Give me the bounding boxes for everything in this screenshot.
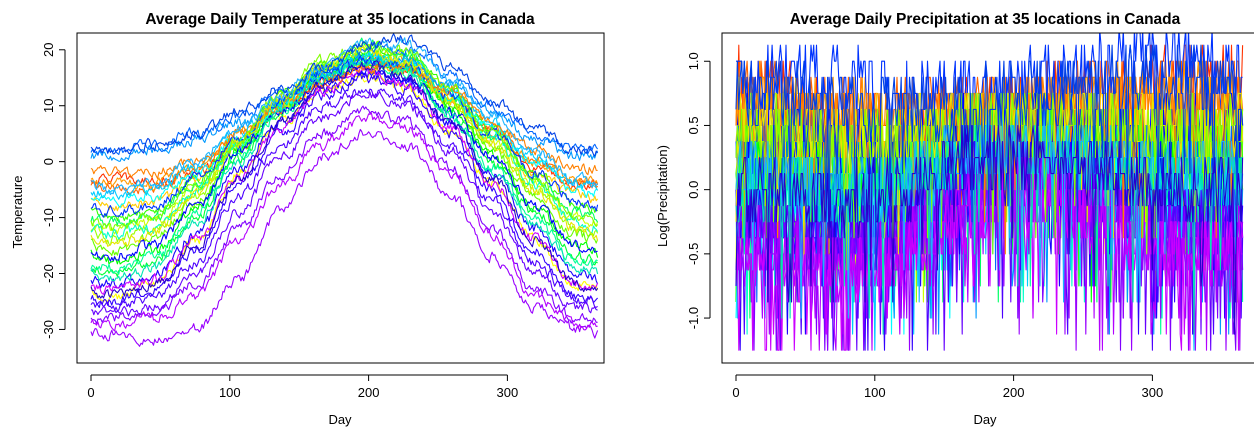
y-tick-label: -1.0 <box>686 307 701 329</box>
y-tick-label: 1.0 <box>686 52 701 70</box>
temperature-plot-frame <box>76 32 605 364</box>
x-tick-label: 300 <box>497 385 519 400</box>
series-line-32 <box>90 57 599 282</box>
x-tick-label: 100 <box>864 385 886 400</box>
precipitation-panel: Average Daily Precipitation at 35 locati… <box>655 11 1254 427</box>
temperature-y-axis-label: Temperature <box>10 176 25 249</box>
y-tick-label: 0.0 <box>686 181 701 199</box>
series-line-34 <box>90 33 599 157</box>
series-line-31 <box>90 40 599 232</box>
series-line-33 <box>90 37 599 196</box>
series-line-19 <box>90 55 599 218</box>
series-line-35 <box>735 108 1244 335</box>
x-tick-label: 300 <box>1142 385 1164 400</box>
temperature-panel: Average Daily Temperature at 35 location… <box>10 11 605 427</box>
series-line-34 <box>735 44 1244 271</box>
y-tick-label: 0.5 <box>686 116 701 134</box>
series-line-27 <box>90 112 598 332</box>
precipitation-plot-frame <box>721 32 1254 364</box>
x-tick-label: 0 <box>87 385 94 400</box>
series-line-21 <box>90 70 599 289</box>
y-tick-label: -30 <box>41 320 56 339</box>
x-tick-label: 200 <box>358 385 380 400</box>
temperature-series-group <box>90 33 599 347</box>
y-tick-label: -10 <box>41 208 56 227</box>
x-tick-label: 100 <box>219 385 241 400</box>
series-line-26 <box>90 128 599 347</box>
temperature-chart-title: Average Daily Temperature at 35 location… <box>145 11 535 28</box>
temperature-axes: 0 100 200 300 -30 -20 -10 0 10 20 <box>41 43 518 400</box>
series-line-4 <box>90 61 599 212</box>
x-tick-label: 0 <box>732 385 739 400</box>
y-tick-label: 10 <box>41 98 56 112</box>
precipitation-y-axis-label: Log(Precipitation) <box>655 145 670 247</box>
x-tick-label: 200 <box>1003 385 1025 400</box>
precipitation-axes: 0 100 200 300 -1.0 -0.5 0.0 0.5 1.0 <box>686 32 1254 400</box>
series-line-13 <box>90 56 598 275</box>
series-line-30 <box>90 42 599 247</box>
series-line-16 <box>90 49 599 200</box>
temperature-x-axis-label: Day <box>328 412 352 427</box>
precipitation-x-axis-label: Day <box>973 412 997 427</box>
series-line-22 <box>90 71 599 309</box>
y-tick-label: 0 <box>41 158 56 165</box>
precipitation-chart-title: Average Daily Precipitation at 35 locati… <box>790 11 1181 28</box>
precipitation-series-group <box>735 33 1244 351</box>
y-tick-label: 20 <box>41 43 56 57</box>
y-tick-label: -0.5 <box>686 243 701 265</box>
series-line-35 <box>90 60 599 299</box>
series-line-23 <box>90 88 598 314</box>
y-tick-label: -20 <box>41 264 56 283</box>
